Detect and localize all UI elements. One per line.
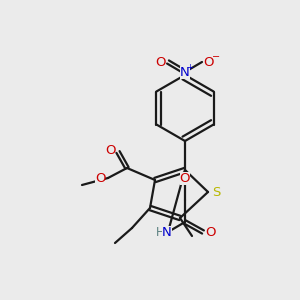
Text: O: O	[204, 56, 214, 68]
Text: +: +	[187, 64, 194, 73]
Text: O: O	[156, 56, 166, 68]
Text: N: N	[180, 65, 190, 79]
Text: −: −	[212, 52, 220, 62]
Text: O: O	[205, 226, 215, 238]
Text: N: N	[162, 226, 172, 238]
Text: H: H	[156, 226, 164, 238]
Text: O: O	[105, 143, 115, 157]
Text: O: O	[180, 172, 190, 184]
Text: O: O	[95, 172, 105, 184]
Text: S: S	[212, 185, 220, 199]
